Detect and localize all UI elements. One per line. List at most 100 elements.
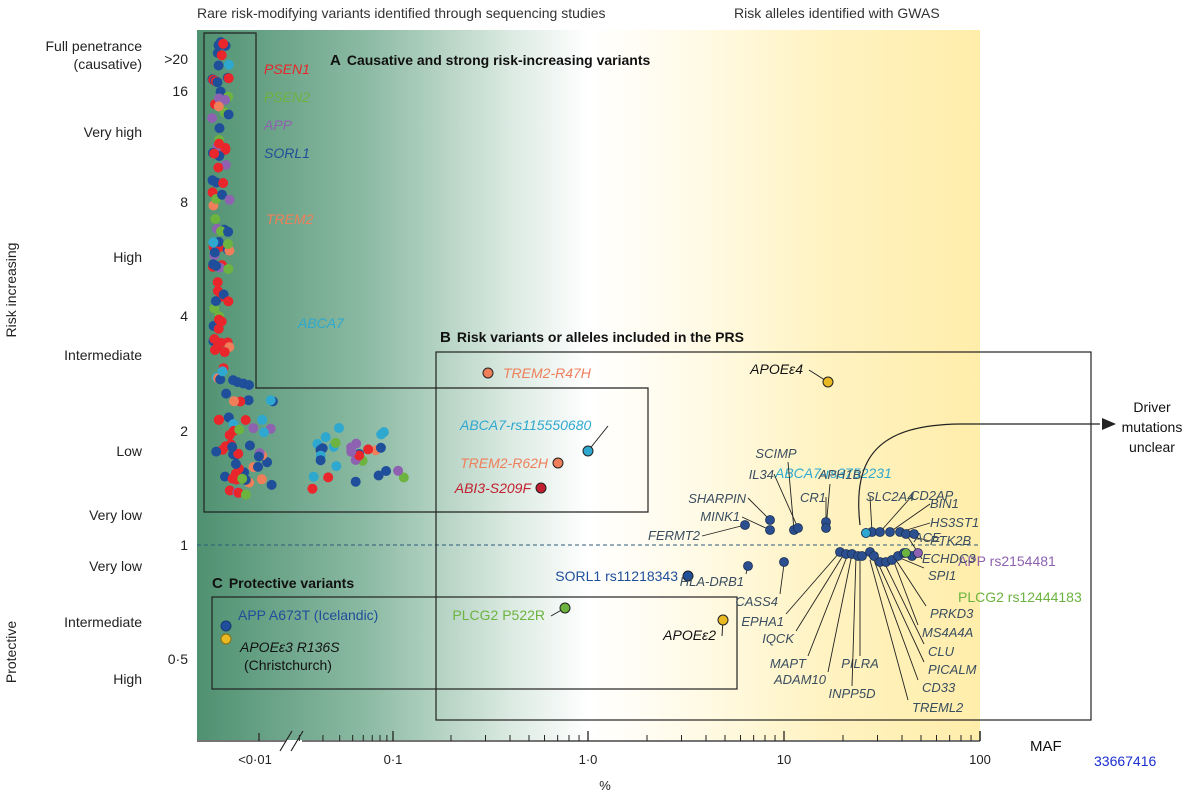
rare-variant-point [220, 160, 231, 170]
gwas-label: HLA-DRB1 [680, 574, 744, 589]
panel-c-text: Protective variants [229, 575, 354, 591]
rare-variant-point [244, 440, 255, 451]
rare-variant-point [207, 113, 218, 124]
maf-label: MAF [1030, 738, 1062, 755]
gwas-label: APH1B [818, 467, 862, 482]
label-app-a673t: APP A673T (Icelandic) [238, 607, 378, 623]
rare-variant-point [375, 442, 386, 453]
rare-variant-point [214, 414, 225, 425]
labeled-variant-point [535, 482, 547, 494]
rare-variant-point [217, 189, 227, 200]
rare-variant-point [211, 260, 222, 271]
rare-variant-point [214, 138, 224, 149]
gwas-point [740, 520, 750, 530]
panel-b-title: B Risk variants or alleles included in th… [440, 329, 744, 346]
rare-variant-point [315, 455, 326, 466]
rare-variant-point [223, 264, 234, 274]
panel-a-title: A Causative and strong risk-increasing va… [330, 52, 650, 69]
rare-variant-point [224, 194, 235, 205]
gwas-label: IL34 [749, 467, 774, 482]
gwas-label: IQCK [762, 631, 795, 646]
gwas-point [869, 551, 879, 561]
gwas-point [821, 523, 831, 533]
legend-psen2: PSEN2 [264, 89, 310, 105]
y-ticks: >20 16 8 4 2 1 0·5 [164, 51, 188, 667]
gwas-label: SHARPIN [688, 491, 746, 506]
rare-variant-point [223, 73, 234, 84]
gwas-point [857, 551, 867, 561]
labeled-variant-label: TREM2-R62H [460, 455, 549, 471]
rare-variant-point [378, 427, 389, 438]
rare-variant-point [209, 247, 220, 258]
rare-variant-point [330, 437, 341, 448]
rare-variant-point [244, 380, 254, 390]
rare-variant-point [211, 446, 222, 457]
rare-variant-point [215, 374, 226, 385]
gwas-point-plcg2 [901, 548, 911, 558]
rare-variant-point [223, 226, 234, 237]
labeled-variant-label: ABI3-S209F [454, 480, 533, 496]
gwas-leader [877, 562, 925, 663]
rare-variant-point [381, 466, 392, 476]
gwas-label: PTK2B [930, 533, 972, 548]
legend-psen1: PSEN1 [264, 61, 310, 77]
rare-variant-point [214, 93, 224, 104]
labeled-variant-label: APOEε2 [662, 627, 716, 643]
label-apoe3-r136s: APOEε3 R136S [239, 639, 340, 655]
point-app-a673t [220, 620, 232, 632]
gwas-leader [899, 557, 925, 569]
gwas-leader [787, 461, 795, 531]
y-cat-intermediate: Intermediate [64, 347, 142, 363]
y-tick-4: 4 [180, 308, 188, 324]
panel-a-text: Causative and strong risk-increasing var… [347, 52, 651, 68]
gwas-label: BIN1 [930, 496, 959, 511]
y-cat-high-prot: High [113, 671, 142, 687]
gwas-leader [701, 524, 746, 537]
rare-variant-point [265, 395, 276, 406]
panel-b-box [435, 351, 1092, 721]
labeled-variant-point [552, 457, 564, 469]
header-left: Rare risk-modifying variants identified … [197, 5, 606, 21]
gwas-label: CD2AP [910, 488, 954, 503]
rare-variant-point [212, 277, 223, 288]
labeled-variant-label: ABCA7-rs115550680 [459, 417, 591, 433]
rare-variant-point [227, 442, 238, 452]
rare-variant-point [373, 470, 384, 481]
rare-variant-point [346, 446, 357, 457]
rare-variant-point [234, 424, 245, 435]
gwas-label: MS4A4A [922, 625, 973, 640]
rare-variant-point [256, 474, 267, 485]
gwas-label: ECHDC3 [922, 551, 976, 566]
rare-variant-point [221, 388, 232, 399]
rare-variant-point [334, 423, 344, 433]
panel-b-letter: B [440, 329, 451, 346]
y-cat-full-l2: (causative) [74, 56, 142, 72]
rare-variant-point [209, 148, 220, 159]
rare-variant-point [229, 396, 239, 407]
gwas-label: FERMT2 [648, 528, 701, 543]
rare-variant-point [266, 479, 277, 490]
gwas-label: ACE [913, 530, 941, 545]
gwas-label: SCIMP [755, 446, 797, 461]
rare-variant-point [220, 471, 230, 482]
rare-variant-point [248, 423, 259, 434]
rare-variant-point [210, 214, 221, 224]
rare-variant-point [398, 472, 409, 483]
rare-variant-point [240, 415, 251, 425]
x-tick-lt001: <0·01 [238, 752, 272, 767]
rare-variant-point [208, 237, 219, 248]
rare-variant-point [219, 347, 230, 358]
rare-variant-point [228, 375, 239, 386]
gwas-point [779, 557, 789, 567]
rare-variant-point [320, 432, 331, 443]
gwas-leader [827, 553, 853, 673]
gwas-leader [895, 559, 927, 607]
footer-id: 33667416 [1094, 753, 1157, 769]
gwas-leader [795, 553, 845, 632]
gwas-leader [741, 516, 771, 531]
gwas-leader [851, 555, 857, 687]
x-tick-labels: <0·01 0·1 1·0 10 100 [238, 752, 991, 767]
y-cat-full-l1: Full penetrance [45, 38, 142, 54]
rare-variant-point [354, 450, 365, 461]
